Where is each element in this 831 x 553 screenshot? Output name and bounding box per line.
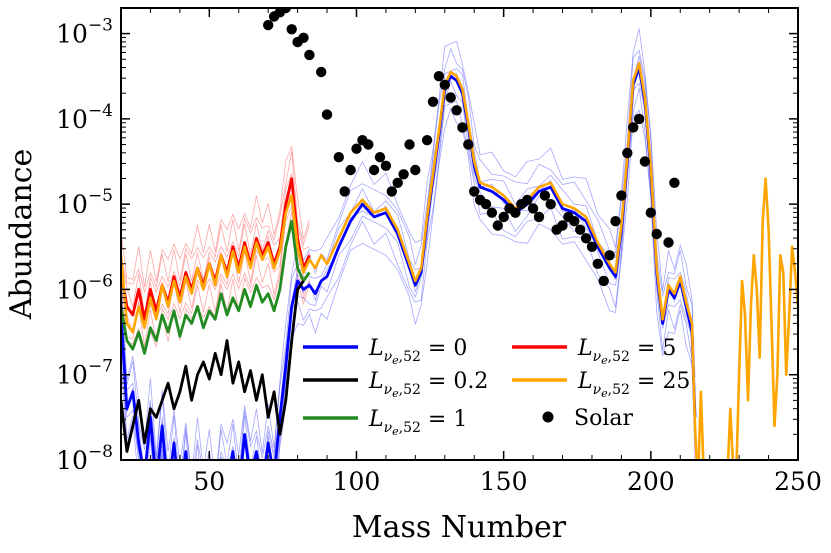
solar-point (480, 199, 492, 210)
solar-point (622, 147, 633, 159)
plot-frame (120, 7, 799, 461)
solar-point (439, 79, 450, 91)
solar-point (569, 216, 580, 227)
solar-point (580, 233, 592, 244)
y-tick-label: 10−5 (56, 186, 113, 219)
solar-point (586, 241, 598, 252)
y-tick-label: 10−8 (56, 442, 113, 475)
solar-point (592, 258, 603, 269)
solar-point (669, 177, 680, 188)
solar-point (633, 113, 645, 125)
solar-point (392, 177, 403, 188)
solar-point (298, 32, 309, 43)
series-spread-line (121, 173, 310, 315)
solar-point (398, 169, 409, 180)
series-line (121, 280, 305, 453)
solar-point (545, 199, 556, 210)
solar-point (410, 164, 421, 176)
y-tick-label: 10−7 (56, 357, 113, 390)
series-line (121, 62, 798, 460)
series-spread-line (121, 151, 310, 294)
series-spread-line (121, 146, 310, 287)
legend-label: Solar (574, 406, 633, 431)
x-tick-label: 100 (333, 467, 381, 496)
y-tick-label: 10−4 (56, 101, 113, 134)
solar-point (316, 66, 327, 78)
solar-point (339, 186, 350, 197)
solar-point (433, 71, 445, 82)
x-tick-label: 150 (480, 467, 528, 496)
x-tick-label: 200 (627, 467, 675, 496)
solar-point (492, 220, 503, 231)
solar-point (651, 228, 662, 240)
solar-point (286, 24, 297, 35)
solar-point (445, 92, 456, 103)
solar-point (368, 164, 380, 176)
solar-point (639, 156, 651, 167)
x-tick-label: 250 (774, 467, 822, 496)
legend-label: Lνe,52 = 5 (577, 336, 676, 367)
legend-label: Lνe,52 = 0.2 (368, 369, 488, 400)
series-spread-line (121, 80, 696, 460)
solar-point (363, 139, 374, 150)
y-axis-label: Abundance (4, 149, 39, 320)
solar-point (539, 190, 551, 201)
solar-point (321, 109, 333, 120)
series-spread-line (121, 47, 696, 460)
solar-point (557, 220, 568, 231)
solar-point (522, 194, 533, 206)
solar-point (457, 122, 468, 133)
solar-point (421, 135, 433, 146)
solar-point (527, 203, 539, 214)
solar-point (280, 8, 291, 14)
solar-point (533, 211, 545, 223)
solar-point (427, 96, 439, 108)
solar-point (263, 19, 274, 31)
x-tick-label: 50 (193, 467, 225, 496)
solar-point (510, 207, 521, 218)
series-line (121, 219, 311, 355)
legend-label: Lνe,52 = 1 (368, 407, 467, 438)
solar-point (351, 143, 362, 154)
solar-point (386, 186, 397, 197)
solar-point (610, 216, 621, 227)
series-layer (121, 28, 798, 460)
solar-point (575, 224, 586, 235)
solar-point (304, 49, 315, 61)
solar-point (616, 190, 627, 201)
solar-point (380, 160, 392, 171)
solar-point (333, 152, 344, 163)
solar-point (345, 164, 356, 176)
series-spread-line (121, 107, 696, 460)
solar-point (374, 152, 386, 163)
x-axis-label: Mass Number (352, 510, 567, 545)
solar-point (463, 139, 474, 150)
axis-ticks: 50 100 150 200 250 10−8 10−7 10−6 10−5 10−4 10−3 (56, 8, 822, 496)
solar-point (469, 186, 480, 197)
legend-label: Lνe,52 = 25 (577, 369, 690, 400)
solar-point (663, 237, 674, 248)
series-spread-line (121, 88, 696, 460)
solar-point (486, 207, 498, 218)
series-spread-line (121, 28, 696, 460)
legend-label: Lνe,52 = 0 (368, 336, 467, 367)
y-tick-label: 10−6 (56, 271, 113, 304)
legend-marker-swatch (542, 411, 554, 423)
solar-point (628, 122, 639, 133)
solar-point (598, 275, 609, 287)
solar-points (263, 8, 680, 287)
solar-point (645, 207, 656, 218)
solar-point (498, 211, 509, 223)
solar-point (451, 105, 462, 116)
solar-point (604, 250, 615, 261)
series-spread-line (121, 205, 310, 347)
solar-point (404, 139, 415, 150)
y-tick-label: 10−3 (56, 16, 113, 49)
